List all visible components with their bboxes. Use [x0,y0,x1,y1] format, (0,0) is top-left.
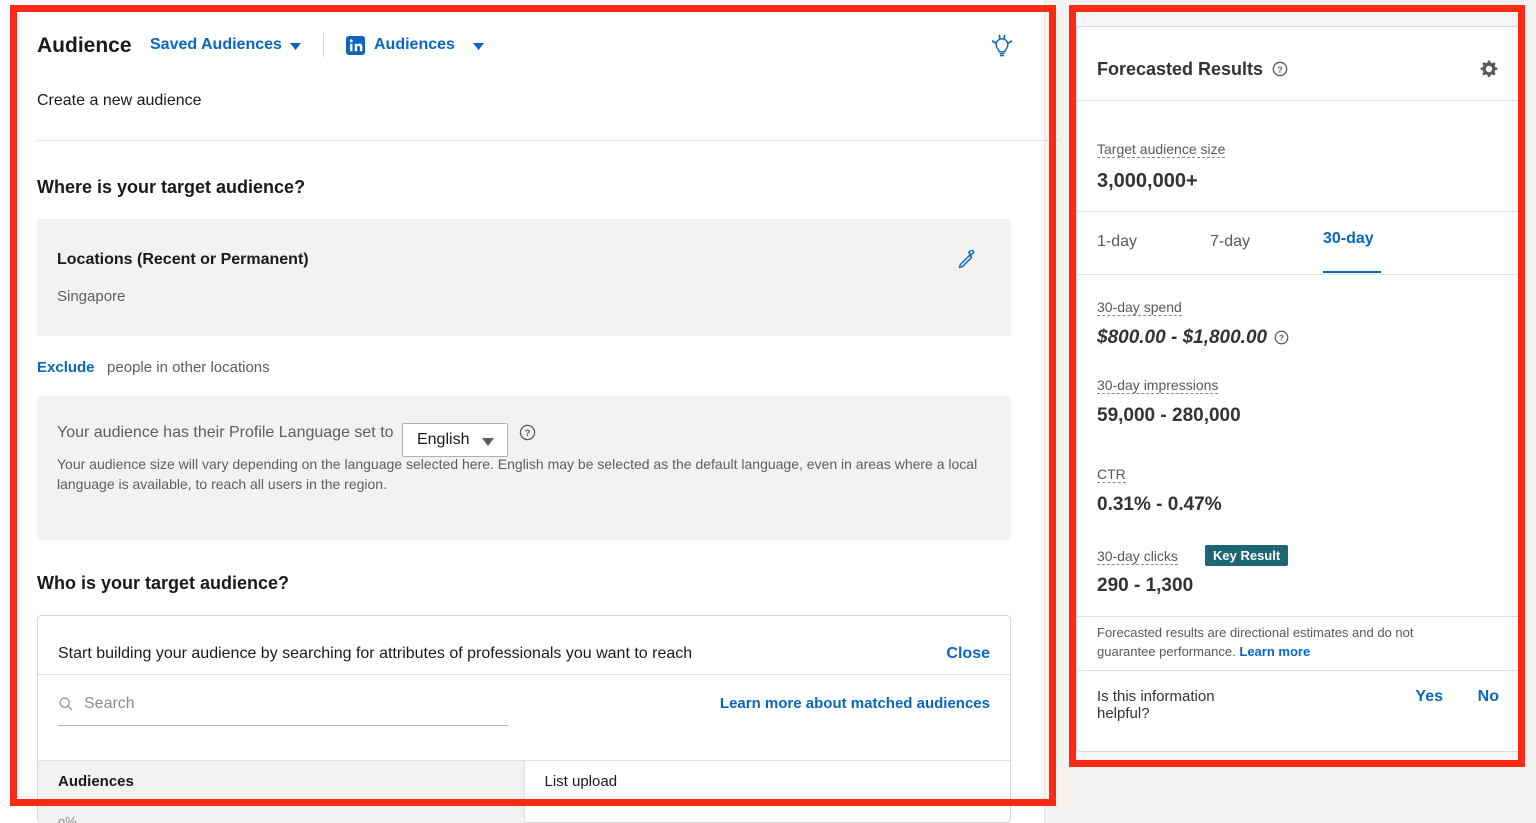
svg-text:?: ? [1279,334,1284,343]
svg-text:?: ? [1277,64,1282,74]
svg-text:?: ? [525,428,531,438]
